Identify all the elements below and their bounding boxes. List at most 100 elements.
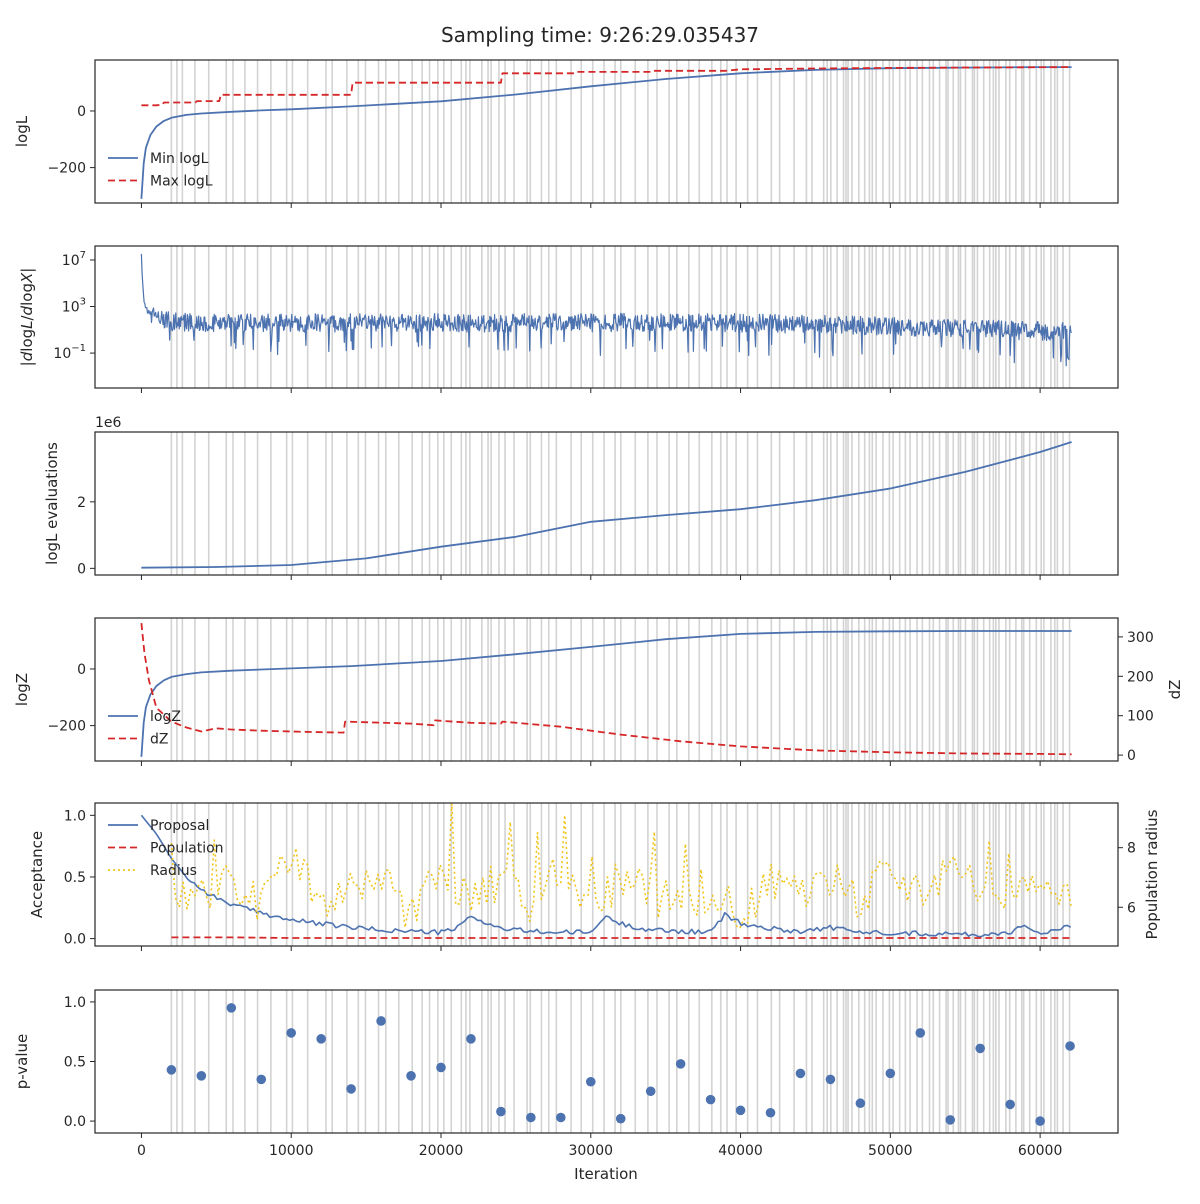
plot-area <box>140 618 1072 761</box>
axes-frame <box>94 431 1119 576</box>
data-point <box>496 1106 506 1117</box>
data-point <box>556 1112 566 1123</box>
y-tick-label: 2 <box>77 495 86 511</box>
y-tick-label: 10−1 <box>53 343 86 362</box>
data-point <box>1035 1116 1045 1126</box>
plot-area <box>166 990 1075 1133</box>
data-point <box>885 1068 896 1079</box>
data-point <box>1065 1041 1075 1051</box>
x-tick-label: 30000 <box>568 1143 613 1159</box>
y-tick-label: 0.5 <box>64 870 86 886</box>
data-point <box>765 1107 776 1118</box>
data-point <box>436 1062 446 1073</box>
x-tick-label: 20000 <box>419 1143 464 1159</box>
series-line-proposal <box>140 814 1072 938</box>
legend-label: Max logL <box>150 174 213 190</box>
data-point <box>675 1059 686 1069</box>
data-point <box>915 1028 926 1038</box>
y-tick-label: 0 <box>77 662 86 678</box>
series-line <box>141 441 1072 569</box>
axes-frame <box>94 989 1119 1134</box>
panel-3: 2 0 logL evaluations 1e6 <box>43 415 1119 580</box>
data-point <box>795 1068 806 1079</box>
data-point <box>196 1071 207 1081</box>
y2-tick-label: 0 <box>1127 748 1136 764</box>
y2-tick-label: 300 <box>1127 630 1154 646</box>
y-tick-label: 103 <box>62 297 86 316</box>
y-tick-label: 0.0 <box>64 1114 86 1130</box>
plot-area <box>140 803 1072 946</box>
data-point <box>735 1105 746 1116</box>
y-tick-label: 0.5 <box>64 1055 86 1071</box>
y2-tick-label: 200 <box>1127 669 1154 685</box>
data-point <box>585 1076 596 1087</box>
axes-frame <box>94 59 1119 204</box>
axes-frame <box>94 802 1119 947</box>
plot-area <box>140 246 1073 388</box>
legend-label: Proposal <box>150 818 209 834</box>
panel-2: 107 103 10−1 |dlogL/dlogX| <box>18 245 1119 393</box>
y-tick-label: −200 <box>48 719 86 735</box>
y2-axis-label: Population radius <box>1143 809 1161 939</box>
y-tick-label: 0.0 <box>64 932 86 948</box>
legend-label: Population <box>150 841 224 857</box>
legend: Proposal Population Radius <box>108 818 224 879</box>
figure-title: Sampling time: 9:26:29.035437 <box>441 23 759 47</box>
plot-area <box>140 60 1072 203</box>
x-tick-label: 40000 <box>718 1143 763 1159</box>
y-tick-label: −200 <box>48 161 86 177</box>
series-line <box>140 66 1072 199</box>
legend-label: dZ <box>150 732 168 748</box>
data-point <box>1005 1099 1015 1110</box>
offset-text: 1e6 <box>95 415 122 431</box>
x-axis-label: Iteration <box>574 1165 638 1183</box>
axes-frame <box>94 617 1119 762</box>
y-tick-label: 107 <box>62 250 86 269</box>
data-point <box>346 1084 356 1094</box>
data-point <box>975 1043 986 1054</box>
x-tick-label: 10000 <box>269 1143 314 1159</box>
y-axis-label: Acceptance <box>28 831 46 918</box>
data-point <box>526 1112 536 1123</box>
y-axis-label: p-value <box>13 1034 31 1090</box>
y-tick-label: 0 <box>77 561 86 577</box>
panel-4: 0 −200 300 200 100 0 logZ dZ logZ dZ <box>13 617 1184 766</box>
x-tick-label: 0 <box>137 1143 146 1159</box>
data-point <box>376 1016 386 1026</box>
data-point <box>406 1071 416 1081</box>
axes-frame <box>94 245 1119 389</box>
data-point <box>615 1113 626 1124</box>
legend-label: logZ <box>150 709 181 725</box>
series-line <box>140 630 1072 757</box>
data-point <box>166 1065 177 1075</box>
y-tick-label: 1.0 <box>64 995 86 1011</box>
series-line <box>140 623 1072 756</box>
legend: Min logL Max logL <box>108 151 213 190</box>
y-axis-label: logL <box>13 115 31 147</box>
y-axis-label: |dlogL/dlogX| <box>18 268 36 367</box>
legend-label: Radius <box>150 863 197 879</box>
series-line <box>141 66 1072 107</box>
y2-axis-label: dZ <box>1166 680 1184 700</box>
data-point <box>825 1074 836 1085</box>
y2-tick-label: 100 <box>1127 709 1154 725</box>
legend: logZ dZ <box>108 709 181 748</box>
y-axis-label: logL evaluations <box>43 442 61 565</box>
panel-5: 1.0 0.5 0.0 8 6 Acceptance Population radius Pr… <box>28 802 1161 951</box>
data-point <box>286 1028 297 1038</box>
legend-label: Min logL <box>150 151 209 167</box>
plot-area <box>141 432 1072 575</box>
data-point <box>316 1034 326 1044</box>
y-axis-label: logZ <box>13 673 31 706</box>
y-tick-label: 0 <box>77 104 86 120</box>
series-line <box>171 936 1072 939</box>
y2-tick-label: 8 <box>1127 841 1136 857</box>
series-line <box>140 253 1073 367</box>
panel-1: 0 −200 logL Min logL Max logL <box>13 59 1119 208</box>
data-point <box>466 1034 476 1044</box>
y2-tick-label: 6 <box>1127 900 1136 916</box>
panel-6: 1.0 0.5 0.0 0 10000 20000 30000 40000 50000 60000… <box>13 989 1119 1159</box>
data-point <box>945 1115 956 1125</box>
